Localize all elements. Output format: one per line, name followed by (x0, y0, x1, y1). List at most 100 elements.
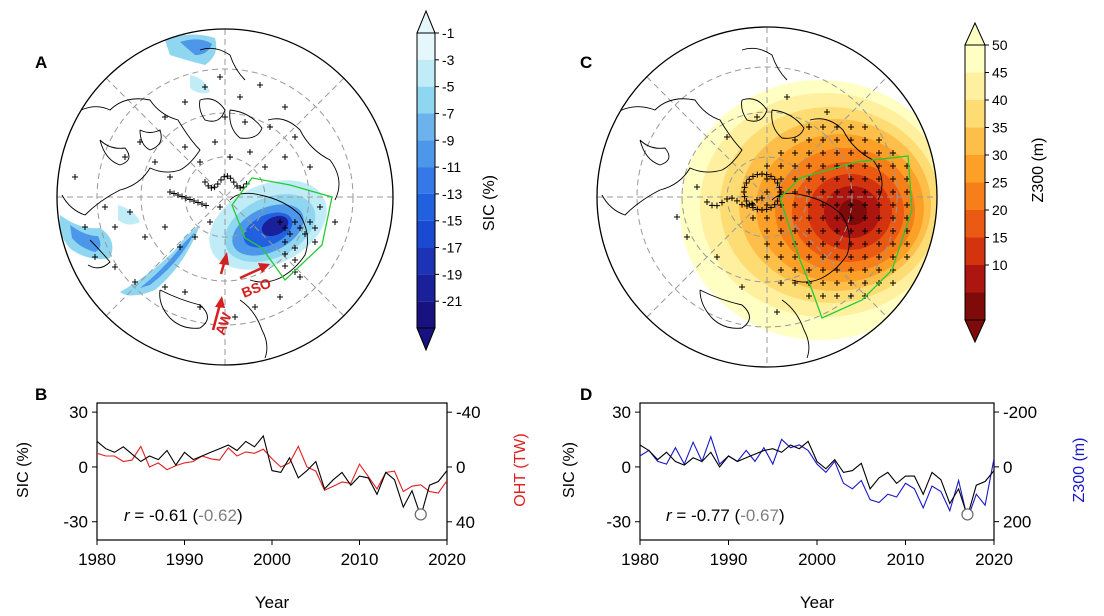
colorbar-z300-swatch (965, 265, 985, 293)
map-a: AW BSO (56, 28, 394, 366)
colorbar-sic-tick-label: -11 (442, 159, 461, 175)
xlabel-d: Year (800, 593, 835, 612)
x-tick-label: 2010 (341, 550, 379, 569)
highlight-marker (961, 508, 974, 521)
panel-label-d: D (580, 385, 592, 404)
timeseries-d: 1980 1990 2000 2010 2020 30 0 -30 -200 0 200 SIC (… (561, 402, 1088, 612)
colorbar-z300-tick-label: 15 (992, 230, 1008, 246)
y-left-tick-label: 0 (622, 458, 631, 477)
colorbar-z300-swatch (965, 182, 985, 210)
colorbar-sic-swatch (417, 33, 435, 60)
colorbar-sic-tick-label: -3 (442, 52, 455, 68)
colorbar-sic-title: SIC (%) (481, 175, 498, 231)
colorbar-z300-tick-label: 30 (992, 147, 1008, 163)
x-tick-label: 2010 (887, 550, 925, 569)
x-tick-label: 2000 (798, 550, 836, 569)
colorbar-z300-swatch (965, 100, 985, 128)
map-a-graticule (57, 29, 393, 365)
colorbar-sic-swatch (417, 167, 435, 194)
x-tick-label: 1980 (78, 550, 116, 569)
colorbar-z300-tick-label: 45 (992, 65, 1008, 81)
colorbar-z300-top-extension (964, 21, 986, 46)
y-left-tick-label: 30 (612, 403, 631, 422)
colorbar-sic-swatch (417, 220, 435, 248)
r-annotation-d: r = -0.77 (-0.67) (666, 506, 785, 525)
highlight-marker (414, 508, 427, 521)
colorbar-sic-tick-label: -17 (442, 240, 462, 256)
colorbar-sic-swatch (417, 193, 435, 221)
colorbar-sic-top-extension (416, 9, 436, 34)
colorbar-sic-swatch (417, 140, 435, 168)
colorbar-sic-tick-label: -19 (442, 266, 462, 282)
colorbar-sic-swatch (417, 247, 435, 275)
colorbar-sic-tick-label: -7 (442, 105, 455, 121)
y-right-tick-label: -40 (456, 403, 481, 422)
colorbar-z300-title: Z300 (m) (1030, 138, 1047, 203)
colorbar-sic-tick-label: -5 (442, 79, 455, 95)
y-right-tick-label: 40 (456, 513, 475, 532)
map-c (596, 26, 938, 368)
ylabel-right-d: Z300 (m) (1071, 438, 1088, 503)
x-tick-label: 2020 (428, 550, 466, 569)
colorbar-sic-tick-label: -15 (442, 213, 462, 229)
timeseries-b: 1980 1990 2000 2010 2020 30 0 -30 -40 0 40 SIC (%)… (15, 402, 529, 612)
colorbar-sic-tick-label: -13 (442, 186, 462, 202)
colorbar-z300-swatch (965, 292, 985, 320)
colorbar-sic-swatch (417, 59, 435, 87)
y-left-tick-label: -30 (606, 513, 631, 532)
colorbar-z300-swatch (965, 127, 985, 155)
x-tick-label: 1990 (166, 550, 204, 569)
colorbar-sic-bottom-extension (416, 327, 436, 352)
x-tick-label: 1980 (621, 550, 659, 569)
y-right-tick-label: 0 (456, 458, 465, 477)
y-left-tick-label: 0 (79, 458, 88, 477)
colorbar-z300-tick-label: 10 (992, 257, 1008, 273)
y-left-tick-label: 30 (69, 403, 88, 422)
colorbar-sic-swatch (417, 274, 435, 302)
colorbar-sic: -1 -3 -5 -7 -9 -11 -13 -15 -17 -19 -21 SIC (%) (416, 9, 498, 352)
colorbar-z300-swatch (965, 210, 985, 238)
colorbar-sic-tick-label: -1 (442, 25, 455, 41)
series-line-sic (97, 434, 447, 519)
ylabel-right-b: OHT (TW) (512, 433, 529, 506)
panel-label-b: B (35, 385, 47, 404)
colorbar-sic-swatch (417, 86, 435, 114)
series-line-sic (640, 440, 994, 519)
colorbar-z300-swatch (965, 45, 985, 73)
panel-label-c: C (580, 53, 592, 72)
series-line-right (640, 434, 994, 521)
region-box-c (779, 155, 913, 319)
colorbar-sic-tick-label: -9 (442, 132, 455, 148)
ylabel-left-b: SIC (%) (15, 442, 32, 498)
colorbar-z300-swatch (965, 237, 985, 265)
colorbar-z300-tick-label: 40 (992, 92, 1008, 108)
colorbar-z300-swatch (965, 72, 985, 100)
aw-label: AW (212, 310, 235, 337)
colorbar-sic-tick-label: -21 (442, 293, 462, 309)
y-right-tick-label: 0 (1003, 458, 1012, 477)
map-a-coastlines (61, 47, 340, 359)
map-c-coastlines (601, 47, 883, 359)
colorbar-z300-tick-label: 50 (992, 37, 1008, 53)
y-left-tick-label: -30 (63, 513, 88, 532)
y-right-tick-label: -200 (1003, 403, 1037, 422)
map-c-significance (674, 94, 910, 315)
map-a-shading (59, 34, 327, 296)
x-tick-label: 2020 (975, 550, 1013, 569)
colorbar-z300-tick-label: 25 (992, 175, 1008, 191)
colorbar-z300-tick-label: 20 (992, 202, 1008, 218)
region-box-a (231, 177, 333, 281)
colorbar-z300-tick-label: 35 (992, 120, 1008, 136)
map-a-significance (72, 74, 338, 320)
xlabel-b: Year (255, 593, 290, 612)
colorbar-sic-swatch (417, 301, 435, 328)
colorbar-z300: 50 45 40 35 30 25 20 15 10 Z300 (m) (964, 21, 1047, 344)
panel-label-a: A (35, 53, 47, 72)
y-right-tick-label: 200 (1003, 513, 1031, 532)
r-annotation-b: r = -0.61 (-0.62) (124, 506, 243, 525)
arrows-a: AW BSO (212, 252, 273, 337)
colorbar-z300-bottom-extension (964, 319, 986, 344)
x-tick-label: 1990 (710, 550, 748, 569)
colorbar-z300-swatch (965, 155, 985, 183)
